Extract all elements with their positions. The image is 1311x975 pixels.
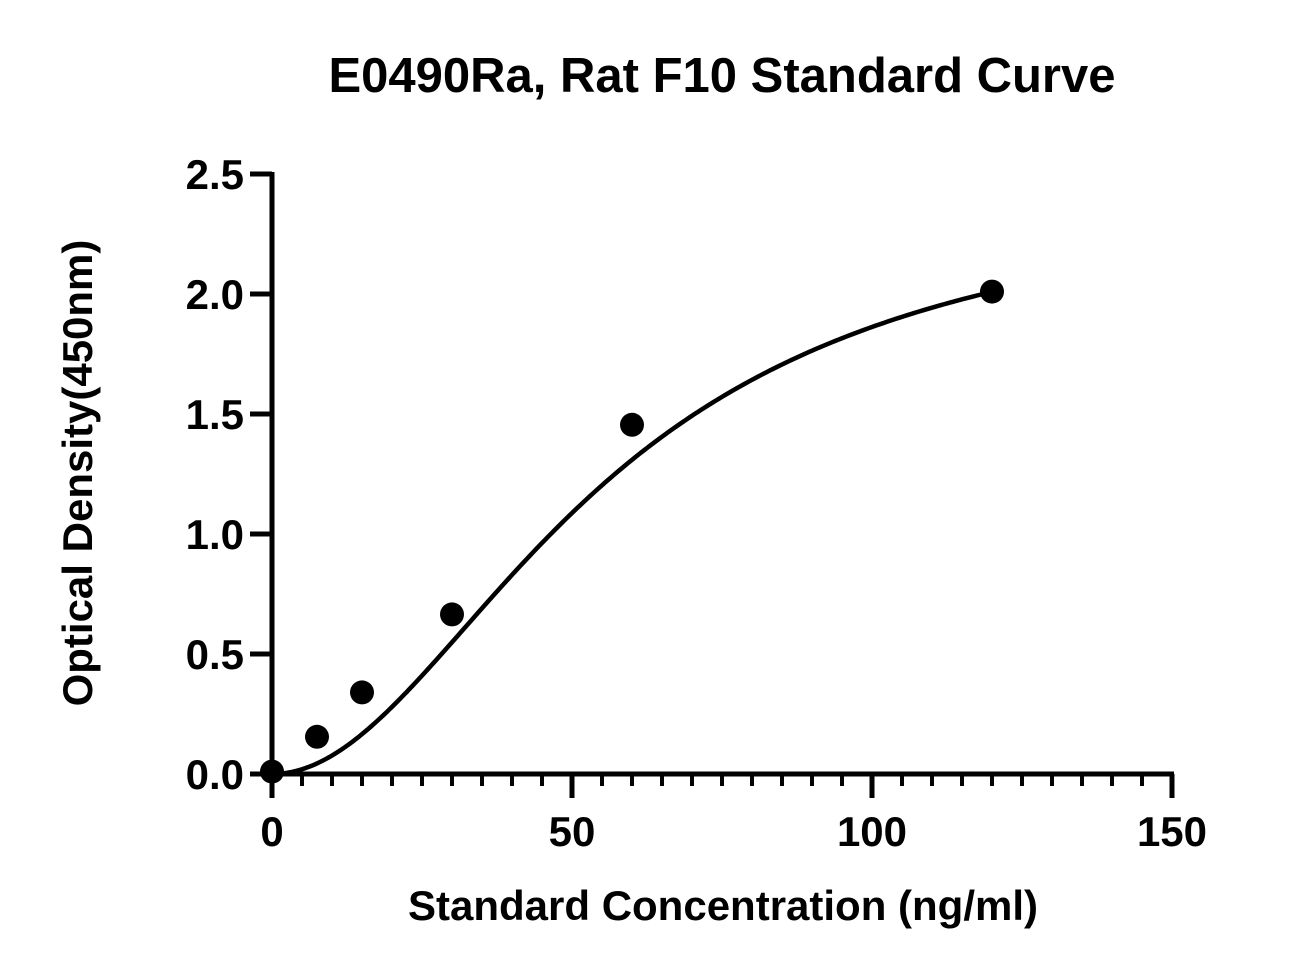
y-axis-label: Optical Density(450nm) bbox=[54, 240, 101, 707]
x-tick-label: 50 bbox=[549, 808, 596, 855]
data-point bbox=[620, 412, 644, 437]
data-point bbox=[980, 279, 1004, 304]
data-point bbox=[260, 759, 284, 784]
data-point bbox=[305, 724, 329, 749]
y-tick-label: 1.0 bbox=[186, 511, 244, 558]
x-tick-label: 150 bbox=[1137, 808, 1207, 855]
chart-title: E0490Ra, Rat F10 Standard Curve bbox=[328, 49, 1115, 103]
y-tick-label: 1.5 bbox=[186, 391, 244, 438]
y-tick-label: 2.5 bbox=[186, 151, 244, 198]
data-point bbox=[440, 602, 464, 627]
x-axis-label: Standard Concentration (ng/ml) bbox=[408, 882, 1038, 929]
data-points-layer bbox=[260, 279, 1004, 784]
data-point bbox=[350, 680, 374, 705]
x-tick-label: 100 bbox=[837, 808, 907, 855]
fit-curve-layer bbox=[269, 289, 995, 777]
axes: 0.0 0.5 1.0 1.5 2.0 2.5 0 50 100 150 bbox=[186, 151, 1207, 855]
x-tick-label: 0 bbox=[260, 808, 283, 855]
y-tick-label: 0.0 bbox=[186, 751, 244, 798]
fit-curve bbox=[269, 289, 995, 777]
y-tick-label: 0.5 bbox=[186, 631, 244, 678]
y-tick-label: 2.0 bbox=[186, 271, 244, 318]
